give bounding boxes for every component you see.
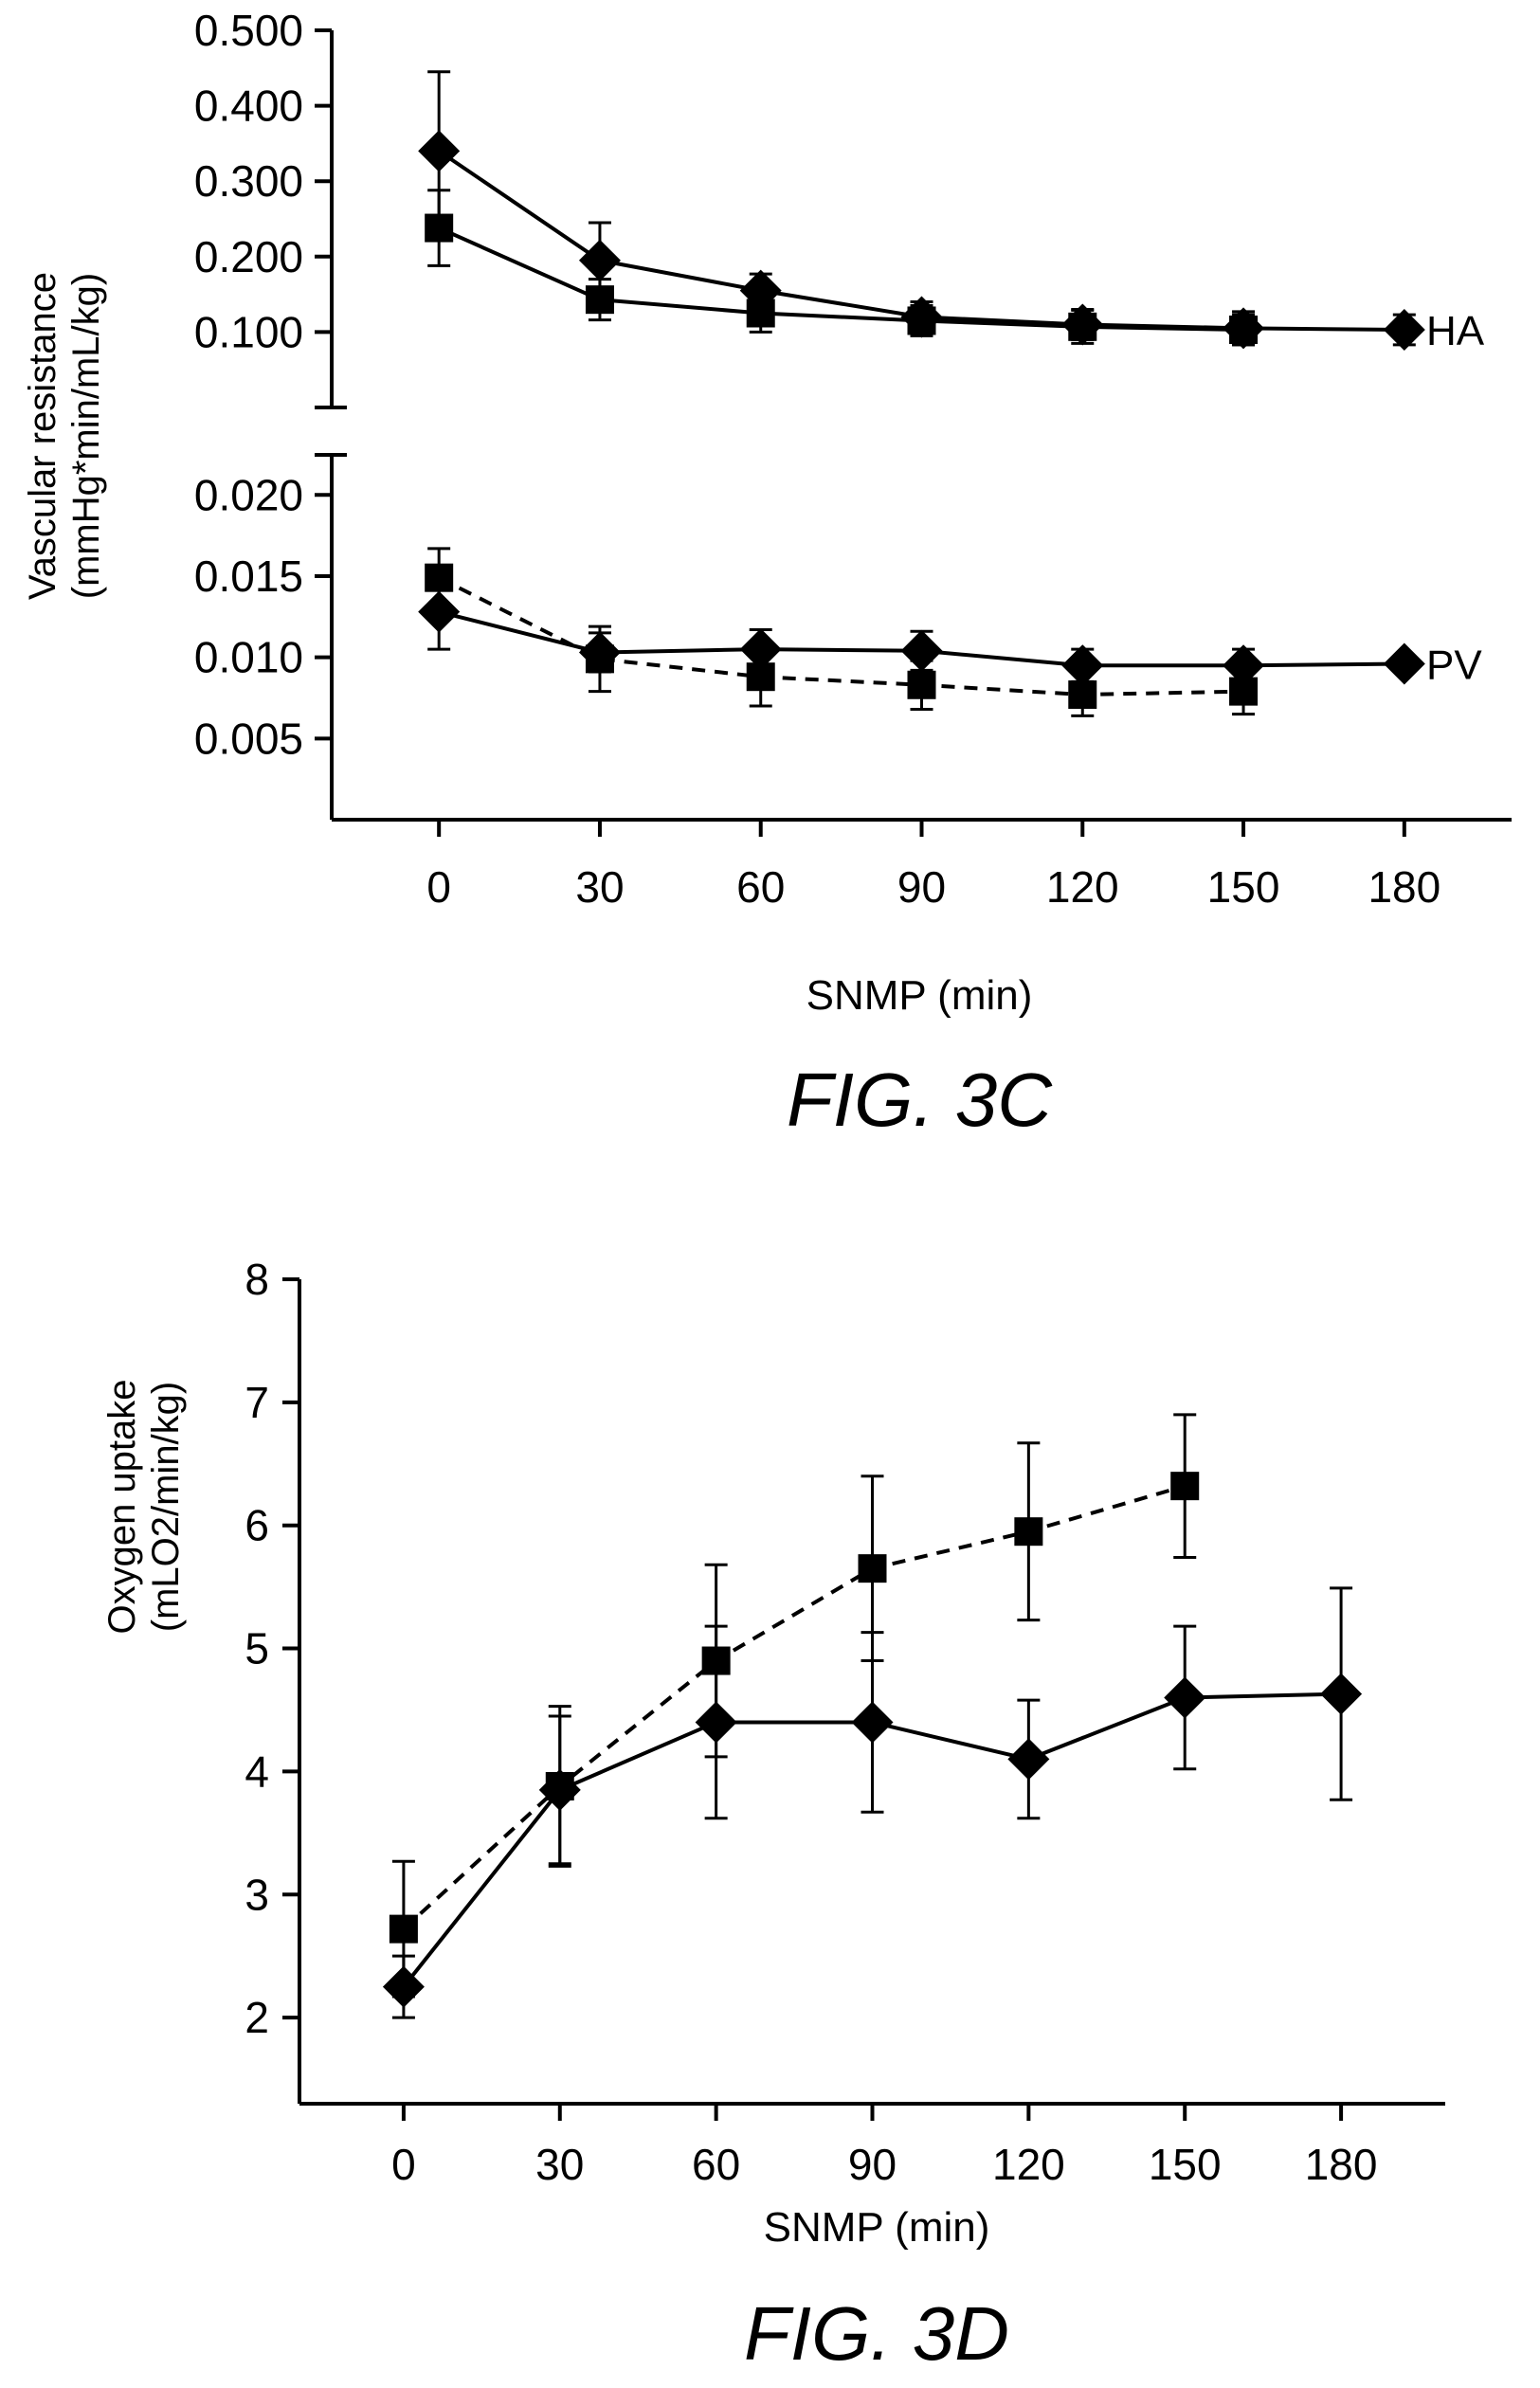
- y-tick-label: 0.100: [194, 307, 303, 356]
- x-axis-label: SNMP (min): [764, 2204, 990, 2251]
- point-diamond-ha-0: [578, 239, 621, 281]
- point-square-pv-1: [1068, 680, 1097, 710]
- x-tick-label: 120: [992, 2140, 1065, 2189]
- x-tick-label: 90: [848, 2140, 897, 2189]
- chart-fig-3d: 2 3 4 5 6 7 8 0 30 60 90 120 150 180 Oxygen uptake(mLO…: [101, 1255, 1445, 2376]
- y-axis-label-line2: (mLO2/min/kg): [145, 1382, 187, 1633]
- x-tick-label: 30: [535, 2140, 584, 2189]
- point-square-ha-1: [585, 285, 614, 315]
- y-axis-label-line1: Oxygen uptake: [101, 1379, 143, 1634]
- point-square-o2-1: [1170, 1472, 1200, 1501]
- y-axis-label: Vascular resistance(mmHg*min/mL/kg): [22, 272, 107, 600]
- point-square-pv-1: [907, 670, 936, 699]
- x-tick-label: 90: [897, 862, 946, 912]
- x-tick-label: 180: [1368, 862, 1440, 912]
- point-square-o2-1: [858, 1554, 887, 1583]
- series-label-pv: PV: [1426, 642, 1482, 688]
- point-square-o2-1: [1014, 1517, 1043, 1547]
- point-diamond-o2-0: [1320, 1673, 1363, 1715]
- point-square-ha-1: [746, 298, 775, 328]
- series-label-ha: HA: [1426, 308, 1485, 354]
- y-tick-label: 0.200: [194, 232, 303, 281]
- chart-fig-3c: 0.100 0.200 0.300 0.400 0.500 0.005 0.010 0.015…: [22, 6, 1512, 1142]
- x-tick-label: 150: [1207, 862, 1280, 912]
- point-square-pv-1: [746, 662, 775, 692]
- point-diamond-o2-0: [851, 1701, 894, 1744]
- y-tick-label: 0.500: [194, 6, 303, 55]
- point-diamond-ha-0: [418, 130, 461, 172]
- y-tick-label: 0.010: [194, 633, 303, 682]
- series-line-o2-1: [402, 1484, 1186, 1931]
- y-tick-label: 0.300: [194, 156, 303, 206]
- y-tick-label: 0.015: [194, 552, 303, 601]
- y-tick-label: 2: [245, 1993, 269, 2042]
- y-tick-label: 6: [245, 1501, 269, 1550]
- x-tick-label: 180: [1305, 2140, 1378, 2189]
- y-tick-label: 5: [245, 1624, 269, 1673]
- series-line-ha-1: [438, 226, 1244, 333]
- point-square-pv-1: [1229, 677, 1259, 706]
- x-axis-label: SNMP (min): [806, 972, 1033, 1019]
- point-diamond-pv-0: [418, 590, 461, 633]
- point-diamond-ha-0: [1383, 309, 1425, 352]
- point-diamond-pv-0: [1061, 644, 1104, 687]
- point-square-pv-1: [585, 644, 614, 674]
- x-tick-label: 60: [736, 862, 785, 912]
- point-square-ha-1: [1068, 312, 1097, 341]
- y-tick-label: 0.020: [194, 470, 303, 519]
- y-tick-label: 0.005: [194, 714, 303, 763]
- y-tick-label: 3: [245, 1870, 269, 1919]
- figure-caption: FIG. 3C: [787, 1058, 1053, 1142]
- point-square-ha-1: [1229, 316, 1259, 345]
- y-axis-label-line2: (mmHg*min/mL/kg): [65, 273, 107, 599]
- x-tick-label: 0: [391, 2140, 416, 2189]
- y-tick-label: 4: [245, 1746, 269, 1796]
- point-diamond-pv-0: [1383, 642, 1425, 685]
- point-square-ha-1: [425, 213, 454, 243]
- x-tick-label: 0: [426, 862, 451, 912]
- point-square-o2-1: [389, 1914, 418, 1944]
- y-tick-label: 7: [245, 1378, 269, 1427]
- x-tick-label: 30: [575, 862, 624, 912]
- point-diamond-pv-0: [1223, 644, 1265, 687]
- y-tick-label: 0.400: [194, 81, 303, 131]
- y-tick-label: 8: [245, 1255, 269, 1304]
- point-square-pv-1: [425, 563, 454, 592]
- x-tick-label: 120: [1046, 862, 1119, 912]
- point-square-ha-1: [907, 306, 936, 335]
- series-line-pv-1: [438, 575, 1244, 697]
- y-axis-label: Oxygen uptake(mLO2/min/kg): [101, 1379, 187, 1634]
- y-axis-label-line1: Vascular resistance: [22, 272, 63, 600]
- figure-caption: FIG. 3D: [744, 2291, 1009, 2376]
- x-tick-label: 150: [1149, 2140, 1222, 2189]
- x-tick-label: 60: [692, 2140, 740, 2189]
- point-diamond-o2-0: [1007, 1738, 1050, 1781]
- point-square-o2-1: [545, 1771, 574, 1800]
- point-diamond-o2-0: [1164, 1676, 1206, 1719]
- point-square-o2-1: [701, 1646, 731, 1675]
